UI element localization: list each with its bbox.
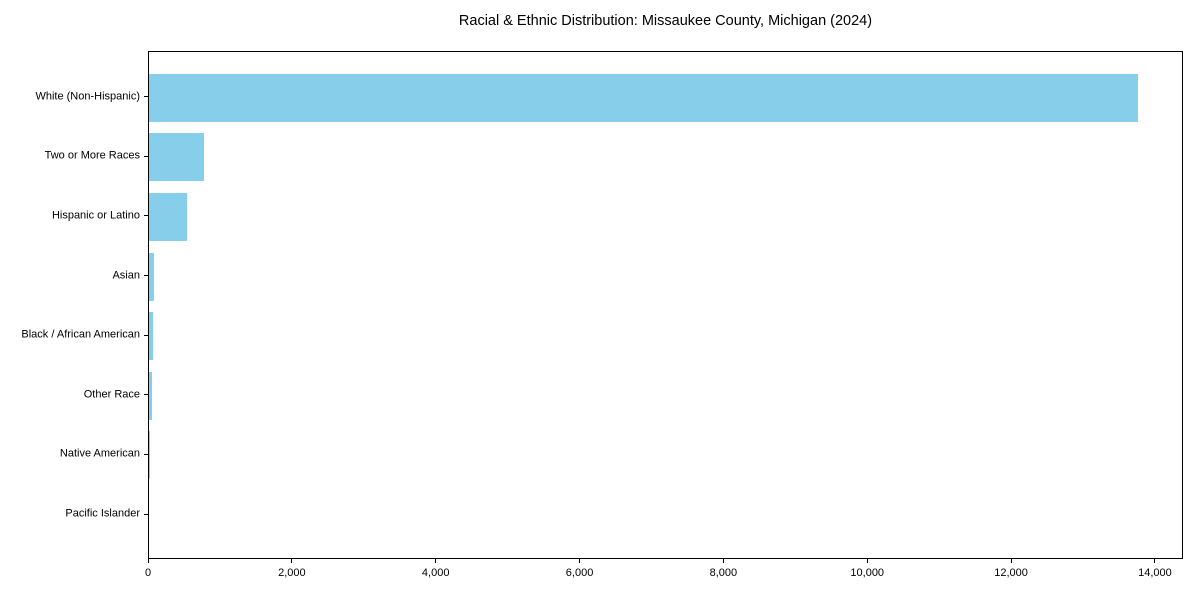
y-tick-label: Two or More Races — [44, 149, 140, 162]
y-tick-mark — [144, 155, 148, 157]
y-tick-mark — [144, 215, 148, 217]
bar — [149, 312, 154, 361]
plot-area — [148, 51, 1183, 559]
x-tick-mark — [147, 559, 149, 563]
x-tick-mark — [435, 559, 437, 563]
bar — [149, 371, 152, 420]
x-tick-label: 8,000 — [709, 567, 738, 579]
y-tick-label: Other Race — [83, 388, 140, 401]
y-tick-label: Native American — [59, 447, 140, 460]
x-tick-label: 2,000 — [278, 567, 306, 579]
x-tick-mark — [1154, 559, 1156, 563]
x-tick-label: 6,000 — [565, 567, 594, 579]
y-tick-mark — [144, 453, 148, 455]
y-tick-label: White (Non-Hispanic) — [35, 90, 140, 103]
x-tick-mark — [1010, 559, 1012, 563]
y-tick-mark — [144, 394, 148, 396]
y-tick-label: Hispanic or Latino — [51, 209, 140, 222]
x-tick-mark — [866, 559, 868, 563]
bar — [149, 73, 1138, 122]
x-tick-label: 0 — [144, 567, 152, 579]
x-tick-label: 4,000 — [421, 567, 450, 579]
y-tick-label: Black / African American — [21, 328, 140, 341]
bar — [149, 431, 151, 480]
bar — [149, 192, 187, 241]
chart-title: Racial & Ethnic Distribution: Missaukee … — [458, 13, 873, 29]
bar — [149, 252, 155, 301]
x-tick-label: 14,000 — [1138, 567, 1172, 579]
bar — [149, 133, 204, 182]
y-tick-label: Pacific Islander — [65, 507, 140, 520]
y-tick-mark — [144, 275, 148, 277]
x-tick-mark — [722, 559, 724, 563]
y-tick-label: Asian — [112, 269, 140, 282]
x-tick-mark — [579, 559, 581, 563]
y-tick-mark — [144, 96, 148, 98]
x-tick-mark — [291, 559, 293, 563]
x-tick-label: 12,000 — [994, 567, 1028, 579]
x-tick-label: 10,000 — [850, 567, 885, 579]
y-tick-mark — [144, 334, 148, 336]
y-tick-mark — [144, 513, 148, 515]
